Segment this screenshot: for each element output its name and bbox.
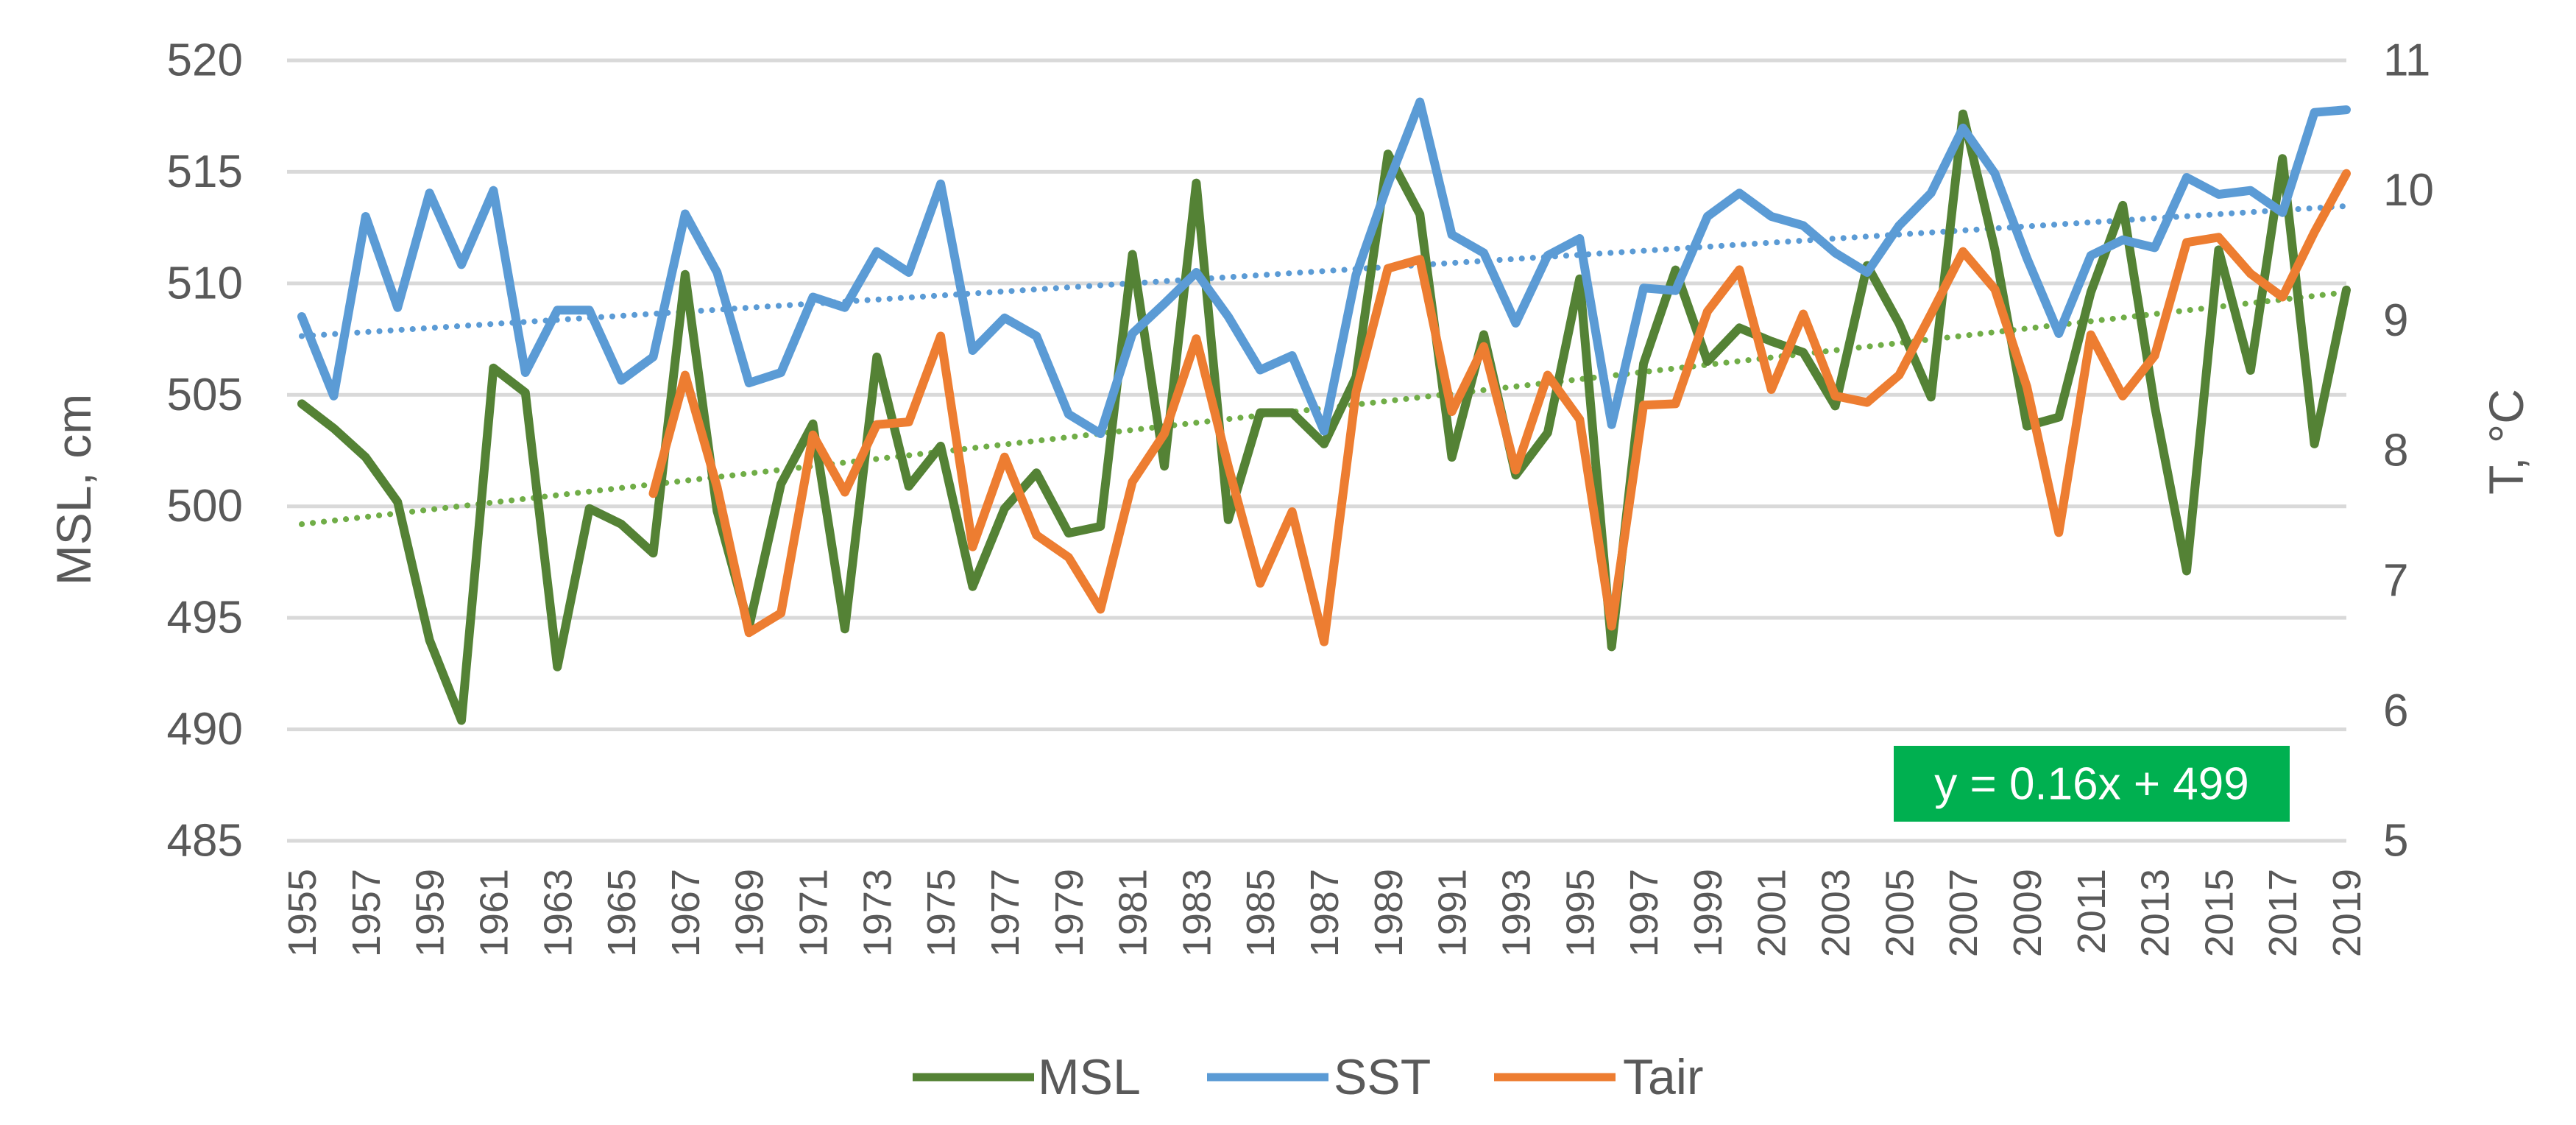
y-right-tick-label: 11: [2383, 35, 2430, 86]
trend-equation-box: y = 0.16x + 499: [1894, 746, 2290, 822]
y-axis-right-ticks: 5 6 7 8 9 10 11: [2383, 35, 2434, 867]
x-tick-label: 1991: [1431, 869, 1475, 957]
x-tick-label: 2003: [1814, 869, 1858, 957]
x-tick-label: 2005: [1878, 869, 1922, 957]
x-tick-label: 1967: [664, 869, 708, 957]
x-tick-label: 1963: [536, 869, 580, 957]
x-tick-label: 2001: [1750, 869, 1794, 957]
x-tick-label: 1973: [855, 869, 899, 957]
x-tick-label: 2017: [2261, 869, 2305, 957]
x-tick-label: 1965: [600, 869, 644, 957]
series-line-sst[interactable]: [297, 97, 2351, 438]
x-tick-label: 1999: [1686, 869, 1730, 957]
y-left-tick-label: 505: [167, 370, 243, 420]
x-tick-label: 2007: [1942, 869, 1986, 957]
x-tick-label: 1983: [1175, 869, 1219, 957]
x-tick-label: 1995: [1558, 869, 1602, 957]
x-tick-label: 2013: [2134, 869, 2178, 957]
x-tick-label: 1997: [1622, 869, 1666, 957]
trendline-sst: [299, 202, 2349, 339]
x-tick-label: 1989: [1367, 869, 1411, 957]
x-tick-label: 1985: [1239, 869, 1283, 957]
series-line-tair[interactable]: [648, 169, 2351, 646]
legend-item-tair[interactable]: Tair: [1494, 1049, 1704, 1105]
x-tick-label: 1969: [728, 869, 772, 957]
legend-item-sst[interactable]: SST: [1207, 1049, 1431, 1105]
x-tick-label: 2015: [2197, 869, 2241, 957]
x-axis-ticks: 1955 1957 1959 1961 1963 1965 1967 1969 1971 1973…: [280, 869, 2369, 957]
x-tick-label: 1987: [1303, 869, 1347, 957]
y-right-tick-label: 10: [2383, 165, 2434, 216]
y-right-tick-label: 8: [2383, 426, 2408, 476]
y-axis-right-title: T, °C: [2479, 389, 2533, 495]
y-right-tick-label: 5: [2383, 816, 2408, 867]
legend-item-msl[interactable]: MSL: [913, 1049, 1141, 1105]
x-tick-label: 1975: [919, 869, 963, 957]
x-tick-label: 1977: [983, 869, 1027, 957]
x-tick-label: 2019: [2325, 869, 2369, 957]
y-left-tick-label: 490: [167, 704, 243, 755]
x-tick-label: 1959: [408, 869, 453, 957]
x-tick-label: 1961: [472, 869, 516, 957]
legend-label-msl: MSL: [1038, 1049, 1141, 1105]
y-left-tick-label: 510: [167, 258, 243, 308]
trendlines: [299, 202, 2349, 527]
y-left-tick-label: 495: [167, 593, 243, 643]
y-right-tick-label: 6: [2383, 685, 2408, 736]
y-axis-left-ticks: 485 490 495 500 505 510 515 520: [167, 35, 243, 867]
x-tick-label: 2009: [2006, 869, 2050, 957]
x-tick-label: 1957: [344, 869, 389, 957]
x-tick-label: 1955: [280, 869, 325, 957]
x-tick-label: 2011: [2070, 869, 2114, 954]
x-tick-label: 1993: [1494, 869, 1538, 957]
trendline-msl: [299, 289, 2349, 527]
legend-label-sst: SST: [1334, 1049, 1431, 1105]
trend-equation: y = 0.16x + 499: [1934, 759, 2248, 810]
x-tick-label: 1979: [1047, 869, 1091, 957]
y-axis-left-title: MSL, cm: [46, 394, 101, 585]
y-left-tick-label: 485: [167, 816, 243, 867]
y-left-tick-label: 500: [167, 481, 243, 532]
y-left-tick-label: 520: [167, 35, 243, 86]
y-left-tick-label: 515: [167, 147, 243, 197]
data-series: [297, 97, 2351, 725]
legend-label-tair: Tair: [1623, 1049, 1704, 1105]
x-tick-label: 1981: [1111, 869, 1156, 957]
x-tick-label: 1971: [792, 869, 836, 957]
legend: MSL SST Tair: [913, 1049, 1704, 1105]
y-right-tick-label: 9: [2383, 295, 2408, 346]
y-right-tick-label: 7: [2383, 555, 2408, 606]
equation-background: [1894, 746, 2290, 822]
